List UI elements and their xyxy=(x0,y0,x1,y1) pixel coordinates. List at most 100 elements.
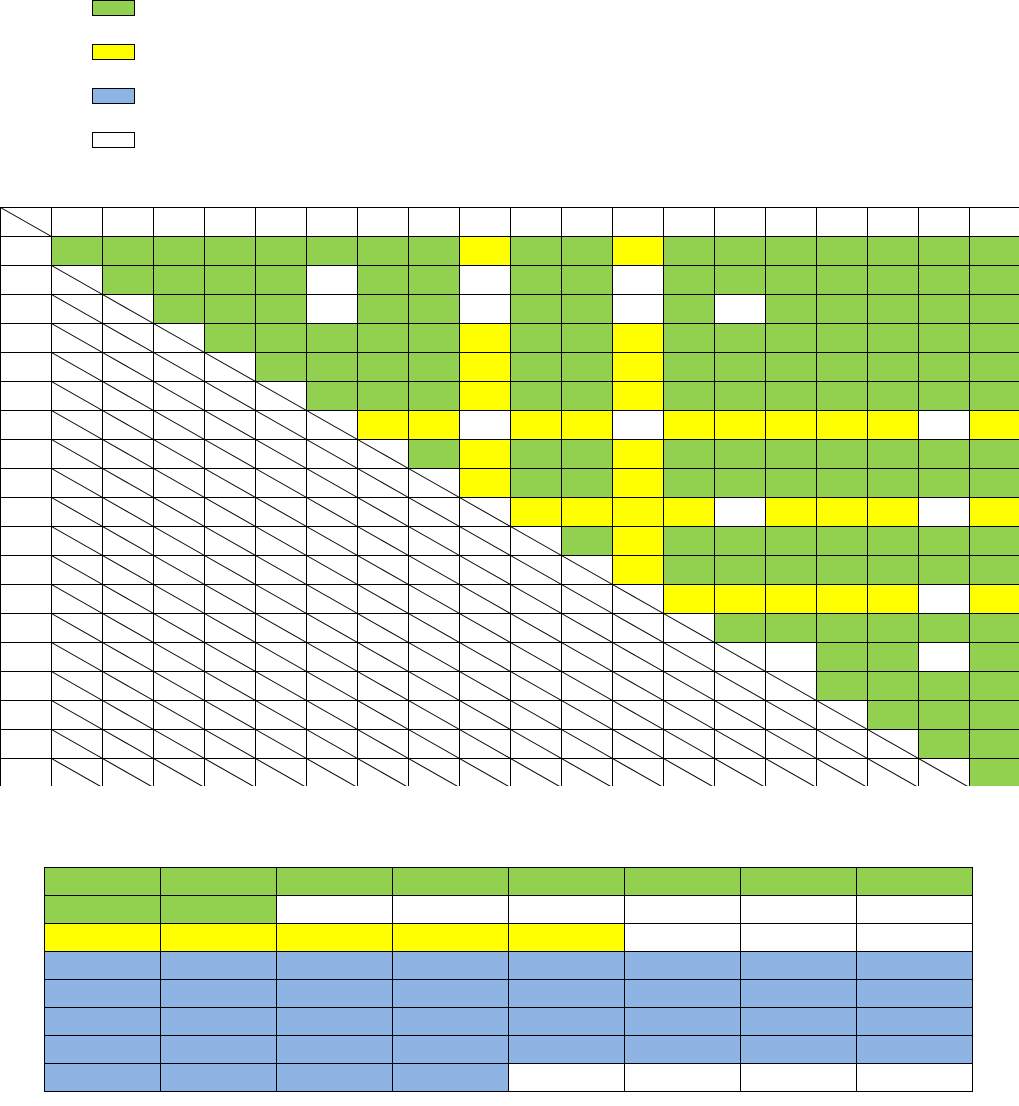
cell-diagonal xyxy=(306,555,358,585)
matrix-cell xyxy=(969,381,1019,411)
matrix-cell xyxy=(408,352,460,382)
summary-cell xyxy=(508,1063,625,1092)
matrix-cell xyxy=(969,700,1019,730)
cell-diagonal xyxy=(102,729,154,759)
matrix-cell xyxy=(510,294,562,324)
cell-diagonal xyxy=(102,439,154,469)
matrix-cell xyxy=(153,294,205,324)
cell-diagonal xyxy=(102,758,152,786)
cell-diagonal xyxy=(153,758,203,786)
cell-diagonal xyxy=(51,410,103,440)
matrix-cell xyxy=(714,613,766,643)
matrix-cell xyxy=(714,497,766,527)
summary-cell xyxy=(740,979,857,1008)
matrix-cell xyxy=(918,671,970,701)
matrix-cell xyxy=(714,294,766,324)
cell-diagonal xyxy=(51,468,103,498)
matrix-cell xyxy=(408,265,460,295)
summary-cell xyxy=(508,923,625,952)
matrix-cell xyxy=(969,236,1019,266)
matrix-cell xyxy=(663,323,715,353)
cell-diagonal xyxy=(102,700,154,730)
matrix-cell xyxy=(204,323,256,353)
matrix-cell xyxy=(561,381,613,411)
pairwise-matrix xyxy=(0,207,1019,786)
matrix-cell xyxy=(561,294,613,324)
column-header-cell xyxy=(612,207,664,237)
legend-swatch-yellow xyxy=(92,44,135,60)
column-header-cell xyxy=(51,207,103,237)
cell-diagonal xyxy=(255,468,307,498)
matrix-cell xyxy=(51,236,103,266)
matrix-cell xyxy=(816,410,868,440)
matrix-cell xyxy=(612,555,664,585)
cell-diagonal xyxy=(51,323,103,353)
summary-cell xyxy=(740,1007,857,1036)
cell-diagonal xyxy=(102,526,154,556)
summary-cell xyxy=(740,1035,857,1064)
matrix-cell xyxy=(816,381,868,411)
matrix-cell xyxy=(969,758,1019,786)
matrix-cell xyxy=(867,642,919,672)
cell-diagonal xyxy=(204,700,256,730)
matrix-cell xyxy=(255,236,307,266)
matrix-cell xyxy=(765,439,817,469)
cell-diagonal xyxy=(357,700,409,730)
matrix-cell xyxy=(357,381,409,411)
matrix-cell xyxy=(510,497,562,527)
summary-row xyxy=(44,867,973,896)
column-header-cell xyxy=(918,207,970,237)
summary-cell xyxy=(44,923,161,952)
matrix-cell xyxy=(612,526,664,556)
cell-diagonal xyxy=(765,700,817,730)
matrix-cell xyxy=(969,729,1019,759)
cell-diagonal xyxy=(153,526,205,556)
column-header-cell xyxy=(306,207,358,237)
matrix-cell xyxy=(765,294,817,324)
matrix-cell xyxy=(918,613,970,643)
cell-diagonal xyxy=(357,497,409,527)
cell-diagonal xyxy=(612,729,664,759)
summary-cell xyxy=(856,895,973,924)
matrix-cell xyxy=(561,236,613,266)
cell-diagonal xyxy=(306,758,356,786)
column-header-cell xyxy=(255,207,307,237)
matrix-cell xyxy=(969,294,1019,324)
cell-diagonal xyxy=(357,671,409,701)
cell-diagonal xyxy=(816,758,866,786)
matrix-cell xyxy=(969,555,1019,585)
matrix-cell xyxy=(918,352,970,382)
matrix-cell xyxy=(663,410,715,440)
matrix-cell xyxy=(867,236,919,266)
cell-diagonal xyxy=(663,729,715,759)
matrix-cell xyxy=(969,352,1019,382)
cell-diagonal xyxy=(408,497,460,527)
matrix-cell xyxy=(918,265,970,295)
cell-diagonal xyxy=(204,555,256,585)
cell-diagonal xyxy=(408,613,460,643)
row-header-cell xyxy=(0,642,52,672)
matrix-cell xyxy=(510,381,562,411)
summary-cell xyxy=(740,867,857,896)
matrix-cell xyxy=(969,642,1019,672)
summary-cell xyxy=(276,979,393,1008)
summary-cell xyxy=(740,951,857,980)
matrix-cell xyxy=(357,352,409,382)
matrix-cell xyxy=(663,381,715,411)
column-header-cell xyxy=(357,207,409,237)
summary-cell xyxy=(508,951,625,980)
cell-diagonal xyxy=(51,294,103,324)
matrix-cell xyxy=(867,526,919,556)
cell-diagonal xyxy=(255,497,307,527)
matrix-cell xyxy=(408,236,460,266)
empty-cell xyxy=(663,758,715,786)
summary-cell xyxy=(160,895,277,924)
matrix-cell xyxy=(816,468,868,498)
summary-cell xyxy=(856,867,973,896)
matrix-cell xyxy=(867,265,919,295)
summary-cell xyxy=(160,1035,277,1064)
matrix-cell xyxy=(153,265,205,295)
column-header-cell xyxy=(765,207,817,237)
cell-diagonal xyxy=(153,410,205,440)
summary-cell xyxy=(44,1007,161,1036)
